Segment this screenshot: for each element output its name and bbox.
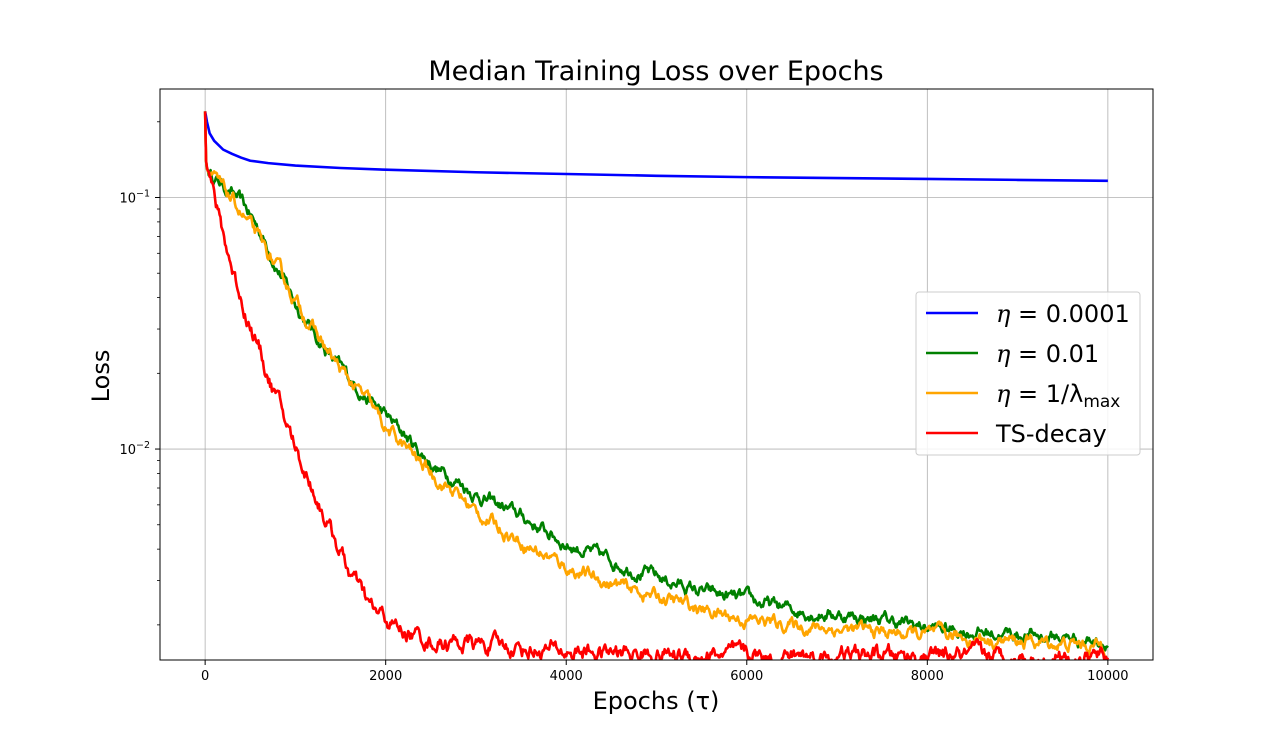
legend-label: η = 0.0001 (996, 300, 1130, 328)
x-tick-label: 6000 (730, 669, 763, 684)
series-layer (203, 111, 1110, 660)
series-line-2 (203, 111, 1109, 660)
x-tick-label: 10000 (1087, 669, 1128, 684)
legend-box (915, 291, 1141, 456)
x-tick-label: 8000 (911, 669, 944, 684)
legend-label: TS-decay (995, 420, 1107, 448)
y-tick-label: 10−2 (119, 440, 150, 458)
series-line-3 (203, 111, 1110, 660)
legend: η = 0.0001 η = 0.01 η = 1/λmax TS-decay (915, 291, 1141, 456)
y-axis-label: Loss (87, 350, 115, 403)
x-tick-label: 2000 (369, 669, 402, 684)
x-tick-label: 0 (201, 669, 209, 684)
x-axis-ticks: 0 2000 4000 6000 8000 10000 (201, 660, 1129, 684)
x-tick-label: 4000 (550, 669, 583, 684)
x-axis-label: Epochs (τ) (593, 687, 720, 715)
series-line-0 (203, 111, 1108, 183)
chart-title: Median Training Loss over Epochs (428, 56, 883, 87)
plot-area (203, 111, 1110, 660)
y-axis-ticks: 10−1 10−2 (119, 121, 160, 626)
legend-label: η = 0.01 (996, 340, 1099, 368)
plot-frame (159, 88, 1154, 661)
legend-label: η = 1/λmax (996, 380, 1120, 412)
y-tick-label: 10−1 (119, 189, 150, 207)
